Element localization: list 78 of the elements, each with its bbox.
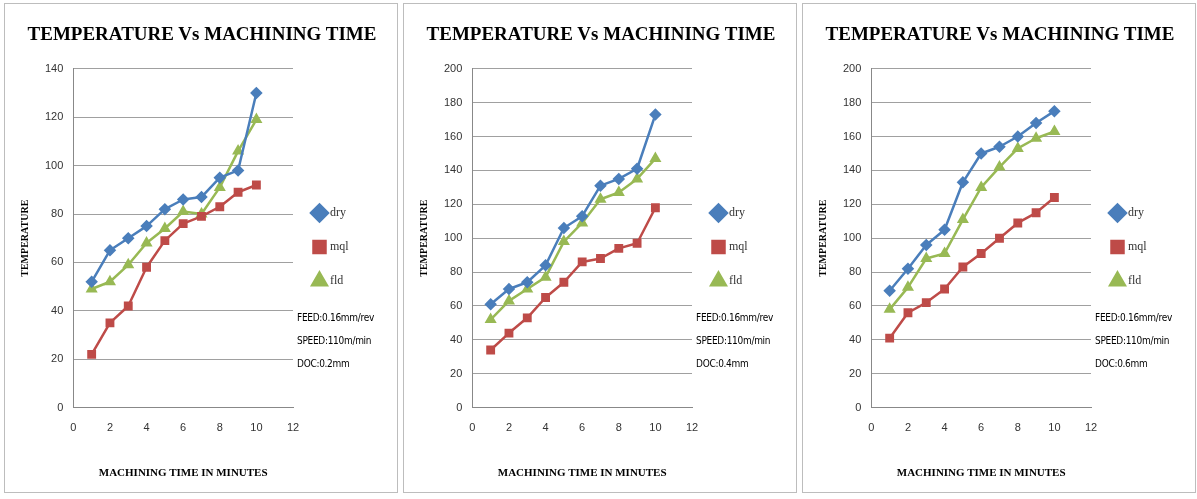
x-tick-label: 0 [469,421,476,434]
y-tick-label: 20 [849,366,862,379]
y-tick-label: 120 [44,110,64,123]
legend-label: fld [330,273,344,288]
y-axis-title: TEMPERATURE [18,199,30,277]
x-tick-label: 12 [286,421,300,434]
legend-label: fld [729,273,743,288]
text: DOC:0.6mm [1095,351,1172,375]
y-tick-label: 40 [51,303,64,316]
y-tick-label: 80 [450,265,463,278]
y-tick-label: 160 [842,129,862,142]
y-tick-label: 80 [849,265,862,278]
legend-label: mql [330,239,350,254]
x-tick-label: 2 [106,421,114,434]
y-tick-label: 140 [44,61,64,74]
chart-title: TEMPERATURE Vs MACHINING TIME [27,23,377,45]
x-tick-label: 12 [685,421,699,434]
legend-label: mql [729,239,749,254]
x-tick-label: 4 [143,421,150,434]
y-tick-label: 160 [443,129,463,142]
text: SPEED:110m/min [297,328,374,352]
y-tick-label: 140 [443,163,463,176]
x-axis-title: MACHINING TIME IN MINUTES [896,466,1066,479]
y-tick-label: 40 [849,332,862,345]
y-tick-label: 100 [842,231,862,244]
text: FEED:0.16mm/rev [696,305,773,329]
y-tick-label: 200 [443,61,463,74]
y-tick-label: 0 [456,400,463,413]
y-tick-label: 60 [849,298,862,311]
y-tick-label: 140 [842,163,862,176]
x-axis-title: MACHINING TIME IN MINUTES [497,466,667,479]
x-tick-label: 10 [649,421,662,434]
y-axis-title: TEMPERATURE [816,199,828,277]
legend-label: fld [1128,273,1142,288]
y-tick-label: 40 [450,332,463,345]
text: FEED:0.16mm/rev [1095,305,1172,329]
y-tick-label: 100 [44,158,64,171]
x-tick-label: 6 [579,421,586,434]
x-tick-label: 4 [941,421,948,434]
x-tick-label: 2 [505,421,513,434]
text: DOC:0.4mm [696,351,773,375]
x-tick-label: 8 [615,421,622,434]
text: SPEED:110m/min [696,328,773,352]
chart-title: TEMPERATURE Vs MACHINING TIME [426,23,776,45]
legend-label: dry [330,205,346,220]
text: SPEED:110m/min [1095,328,1172,352]
y-tick-label: 180 [443,95,463,108]
y-tick-label: 120 [443,197,463,210]
text: FEED:0.16mm/rev [297,305,374,329]
text: DOC:0.2mm [297,351,374,375]
y-tick-label: 60 [450,298,463,311]
legend-label: dry [729,205,745,220]
y-tick-label: 0 [57,400,64,413]
y-tick-label: 60 [51,255,64,268]
x-tick-label: 6 [180,421,187,434]
y-tick-label: 0 [855,400,862,413]
x-tick-label: 4 [542,421,549,434]
legend-label: mql [1128,239,1148,254]
x-tick-label: 0 [868,421,875,434]
x-tick-label: 8 [216,421,223,434]
x-tick-label: 6 [978,421,985,434]
y-tick-label: 100 [443,231,463,244]
y-tick-label: 80 [51,207,64,220]
y-tick-label: 180 [842,95,862,108]
y-tick-label: 20 [51,352,64,365]
legend-label: dry [1128,205,1144,220]
x-tick-label: 10 [250,421,263,434]
y-tick-label: 120 [842,197,862,210]
chart-title: TEMPERATURE Vs MACHINING TIME [825,23,1175,45]
x-tick-label: 2 [904,421,912,434]
y-tick-label: 200 [842,61,862,74]
y-axis-title: TEMPERATURE [417,199,429,277]
x-tick-label: 8 [1014,421,1021,434]
x-tick-label: 10 [1048,421,1061,434]
x-tick-label: 0 [70,421,77,434]
y-tick-label: 20 [450,366,463,379]
x-axis-title: MACHINING TIME IN MINUTES [98,466,268,479]
x-tick-label: 12 [1084,421,1098,434]
